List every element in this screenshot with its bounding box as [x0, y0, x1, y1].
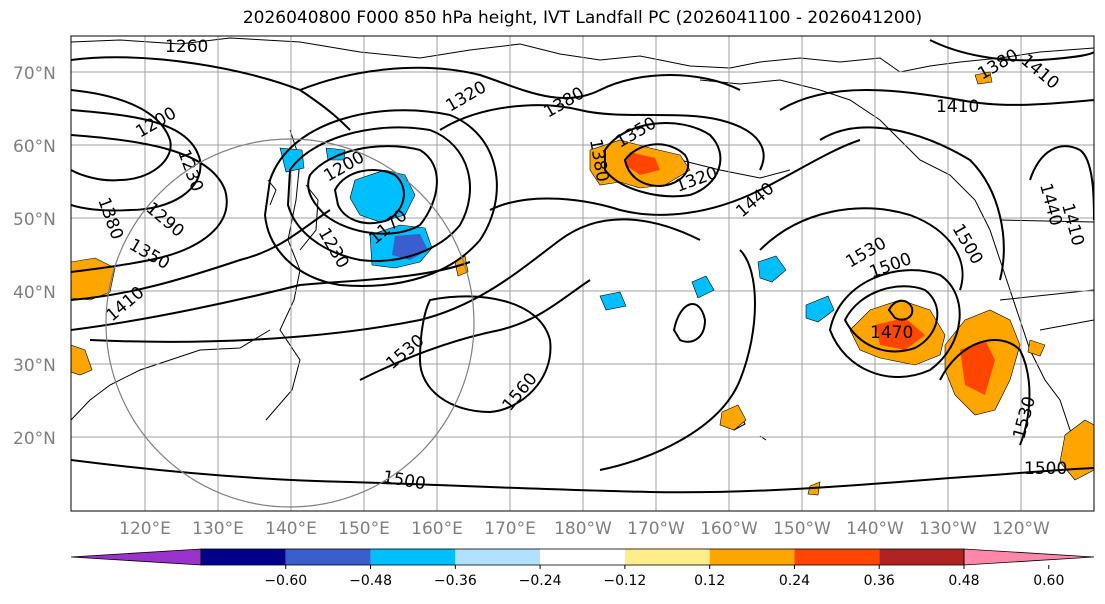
colorbar-tick-label: 0.48 [948, 573, 979, 589]
map-area: 1260 1200 1230 1290 1380 1350 1410 1200 … [71, 36, 1094, 511]
negative-anomaly-region [805, 295, 835, 323]
contour-label: 1380 [93, 195, 127, 242]
positive-anomaly-region [1027, 339, 1046, 357]
positive-anomaly-region [71, 344, 93, 376]
map-frame [70, 35, 1095, 512]
lat-label-70n: 70°N [13, 64, 56, 84]
positive-anomaly-core [875, 318, 925, 350]
colorbar-outline [200, 548, 965, 566]
positive-anomaly-region [1059, 419, 1094, 481]
lon-label: 150°E [338, 519, 390, 539]
lon-label: 120°E [119, 519, 171, 539]
lon-label: 180°W [554, 519, 612, 539]
lon-label: 120°W [992, 519, 1050, 539]
colorbar-segment [709, 549, 795, 565]
contour-label: 1200 [133, 103, 180, 142]
colorbar-tick-label: 0.24 [779, 573, 810, 589]
contour-label: 1380 [541, 83, 588, 122]
map-title: 2026040800 F000 850 hPa height, IVT Land… [242, 8, 923, 28]
negative-anomaly-region [757, 255, 787, 283]
colorbar-tick-label: −0.24 [519, 573, 562, 589]
latitude-labels: 70°N 60°N 50°N 40°N 30°N 20°N [13, 64, 56, 449]
contour-label: 1500 [381, 467, 427, 494]
contour-label: 1500 [1024, 459, 1067, 479]
colorbar-segment [624, 549, 710, 565]
positive-anomaly-core [960, 340, 995, 395]
colorbar-extend-low [70, 548, 202, 566]
contour-label: 1260 [165, 37, 208, 57]
colorbar-tick-label: 0.12 [694, 573, 725, 589]
colorbar-segment [285, 549, 371, 565]
lat-label-50n: 50°N [13, 210, 56, 230]
lon-label: 140°E [265, 519, 317, 539]
contour-label: 1320 [443, 77, 490, 116]
lon-label: 160°E [411, 519, 463, 539]
negative-anomaly-region [599, 291, 627, 311]
contour-label: 1410 [936, 97, 979, 117]
negative-anomaly-region [691, 275, 715, 299]
lat-label-30n: 30°N [13, 356, 56, 376]
lon-label: 160°W [700, 519, 758, 539]
colorbar-tick-label: −0.12 [603, 573, 646, 589]
colorbar-segment [455, 549, 541, 565]
contour-label: 1560 [499, 369, 542, 415]
lon-label: 170°W [627, 519, 685, 539]
positive-anomaly-region [974, 71, 993, 85]
height-contours [71, 39, 1094, 494]
colorbar-segment [370, 549, 456, 565]
colorbar-extend-high [963, 548, 1095, 566]
landfall-radius-circle [105, 138, 475, 508]
contour-label: 1530 [1010, 394, 1041, 441]
ivt-shading [71, 71, 1094, 496]
lat-label-20n: 20°N [13, 429, 56, 449]
lat-label-60n: 60°N [13, 137, 56, 157]
contour-label: 1380 [975, 45, 1022, 84]
colorbar-tick-label: 0.36 [864, 573, 895, 589]
contour-labels: 1260 1200 1230 1290 1380 1350 1410 1200 … [93, 37, 1087, 494]
colorbar-segment [540, 549, 625, 565]
colorbar-segment [201, 549, 286, 565]
colorbar-tick-label: −0.36 [434, 573, 477, 589]
positive-anomaly-core [625, 152, 660, 175]
contour-label: 1350 [126, 235, 173, 274]
contour-label: 1470 [870, 323, 913, 343]
colorbar-tick-label: 0.60 [1033, 573, 1064, 589]
colorbar-tick-label: −0.60 [264, 573, 307, 589]
lat-label-40n: 40°N [13, 283, 56, 303]
contour-label: 1230 [173, 147, 207, 194]
lon-label: 130°W [919, 519, 977, 539]
longitude-labels: 120°E 130°E 140°E 150°E 160°E 170°E 180°… [119, 519, 1050, 539]
lon-label: 170°E [484, 519, 536, 539]
colorbar-tick-label: −0.48 [349, 573, 392, 589]
contour-label: 1230 [314, 225, 353, 272]
positive-anomaly-region [719, 404, 747, 431]
colorbar-segment [879, 549, 964, 565]
negative-anomaly-region [325, 147, 346, 161]
colorbar: −0.60 −0.48 −0.36 −0.24 −0.12 0.12 0.24 0.36 0.4… [70, 548, 1095, 589]
colorbar-segment [794, 549, 880, 565]
lon-label: 150°W [773, 519, 831, 539]
lon-label: 140°W [846, 519, 904, 539]
contour-label: 1500 [948, 221, 987, 268]
lon-label: 130°E [192, 519, 244, 539]
